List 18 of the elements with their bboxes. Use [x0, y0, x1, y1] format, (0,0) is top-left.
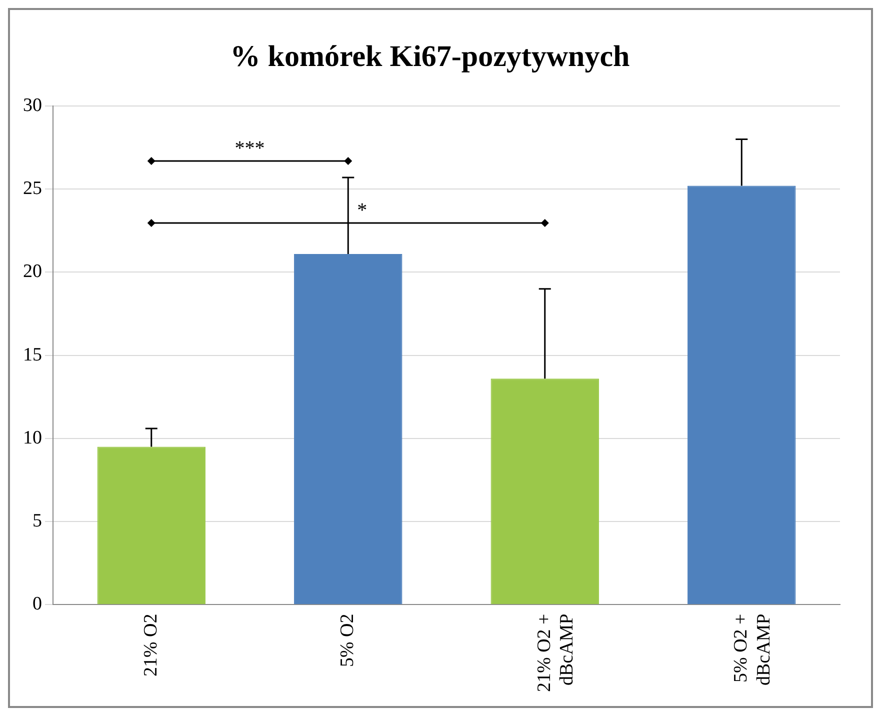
- x-tick-label: 21% O2: [140, 614, 162, 677]
- y-tick-label: 10: [23, 427, 42, 448]
- bar: [294, 254, 402, 604]
- chart-title: % komórek Ki67-pozytywnych: [230, 40, 630, 73]
- annotation: ***: [234, 137, 265, 160]
- y-tick-label: 15: [23, 344, 42, 366]
- x-tick-label: 5% O2 + dBcAMP: [730, 614, 774, 686]
- annotation: *: [357, 199, 368, 222]
- x-tick-label: 5% O2: [337, 614, 358, 668]
- bar: [688, 186, 796, 604]
- bar: [97, 446, 206, 604]
- y-tick-label: 20: [23, 261, 42, 282]
- y-tick-label: 0: [32, 594, 42, 615]
- y-tick-label: 5: [32, 510, 42, 532]
- bar: [490, 378, 599, 604]
- x-tick-label: 21% O2 + dBcAMP: [534, 614, 578, 692]
- y-tick-label: 25: [23, 178, 42, 200]
- y-tick-label: 30: [23, 94, 42, 116]
